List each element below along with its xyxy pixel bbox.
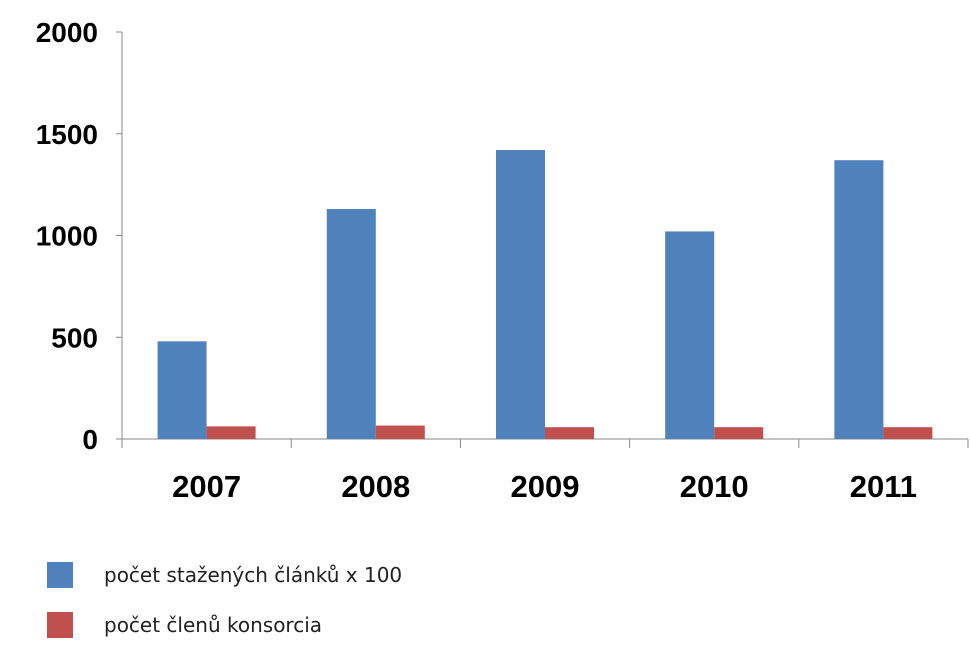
y-tick-label: 500 bbox=[51, 322, 98, 353]
chart-tick-labels: 0 500 1000 1500 2000 2007 2008 2009 2010 2011 bbox=[36, 17, 917, 504]
legend-label-downloads: počet stažených článků x 100 bbox=[104, 563, 403, 587]
y-tick-label: 1500 bbox=[36, 119, 98, 150]
x-tick-label: 2008 bbox=[341, 469, 410, 504]
x-tick-label: 2010 bbox=[680, 469, 749, 504]
legend-swatch-members bbox=[47, 612, 73, 638]
bar-members bbox=[883, 427, 933, 439]
x-tick-label: 2007 bbox=[172, 469, 241, 504]
bar-members bbox=[714, 427, 764, 439]
y-tick-label: 0 bbox=[82, 424, 98, 455]
bar-downloads bbox=[834, 160, 884, 439]
bar-downloads bbox=[496, 150, 545, 439]
chart-bars bbox=[157, 150, 933, 439]
bar-members bbox=[375, 425, 425, 439]
legend-swatch-downloads bbox=[47, 562, 73, 588]
x-tick-label: 2011 bbox=[850, 469, 917, 504]
y-tick-label: 1000 bbox=[36, 221, 98, 252]
bar-downloads bbox=[326, 209, 376, 439]
bar-downloads bbox=[665, 231, 715, 439]
bar-chart: 0 500 1000 1500 2000 2007 2008 2009 2010 2011 bbox=[36, 17, 969, 504]
bar-members bbox=[545, 427, 594, 439]
x-tick-label: 2009 bbox=[511, 469, 580, 504]
legend-label-members: počet členů konsorcia bbox=[104, 613, 323, 637]
y-tick-label: 2000 bbox=[36, 17, 98, 48]
bar-members bbox=[206, 426, 256, 439]
bar-downloads bbox=[157, 341, 207, 439]
